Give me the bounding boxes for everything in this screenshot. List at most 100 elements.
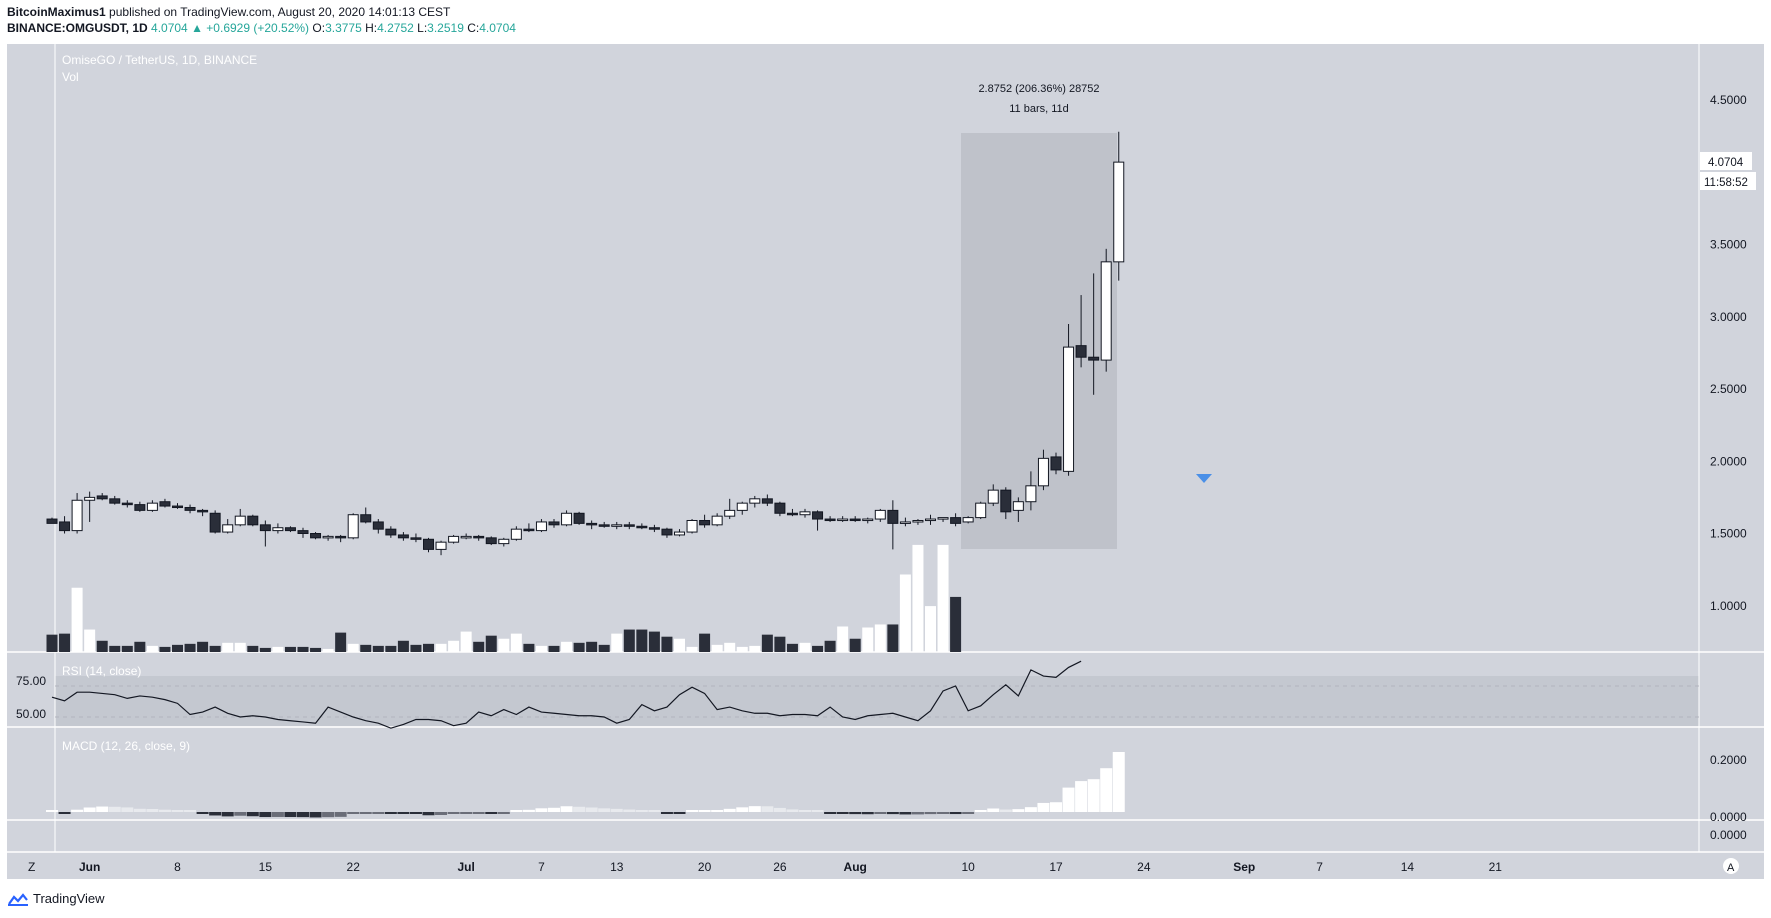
auto-scale-button[interactable]: A xyxy=(1727,862,1735,874)
close-label: C: xyxy=(467,21,480,35)
macd-bar xyxy=(171,810,184,812)
macd-bar xyxy=(522,809,535,812)
candle xyxy=(623,521,635,530)
time-axis: Jun 8 15 22 Jul 7 13 20 26 Aug 10 17 24 Sep 7 14 21 xyxy=(79,860,1502,874)
volume-bar xyxy=(925,606,936,652)
candle-body xyxy=(84,496,96,501)
candle xyxy=(674,529,685,537)
candle-body xyxy=(310,533,322,539)
volume-bar xyxy=(523,643,535,652)
zoom-reset-button[interactable]: Z xyxy=(28,860,35,874)
candle xyxy=(548,519,560,528)
macd-bar xyxy=(573,806,586,812)
macd-bar xyxy=(786,809,799,812)
candle-body xyxy=(1012,501,1024,511)
volume-bar xyxy=(146,645,158,652)
candle-body xyxy=(774,502,786,514)
candle xyxy=(1075,295,1087,368)
candle xyxy=(561,510,573,527)
candle xyxy=(849,516,861,522)
volume-bar xyxy=(535,645,547,652)
candle xyxy=(360,507,372,524)
candle-body xyxy=(799,511,811,516)
macd-bar xyxy=(711,810,724,812)
price-tick-label: 4.5000 xyxy=(1710,93,1747,107)
candle-body xyxy=(623,524,635,527)
volume-bar xyxy=(724,642,736,652)
candle xyxy=(197,508,209,517)
macd-bar xyxy=(686,810,699,812)
candle xyxy=(711,513,723,527)
volume-bar xyxy=(510,633,522,652)
high-value: 4.2752 xyxy=(377,21,414,35)
candle xyxy=(1025,471,1037,511)
volume-bar xyxy=(485,635,497,652)
volume-bar xyxy=(121,645,133,652)
candle xyxy=(937,517,949,522)
volume-bar xyxy=(950,596,962,652)
volume-bar xyxy=(786,643,798,652)
macd-bar xyxy=(949,812,962,815)
candle xyxy=(824,516,836,522)
volume-bar xyxy=(134,641,146,652)
candle xyxy=(1050,452,1062,475)
macd-bar xyxy=(384,812,397,814)
candle-body xyxy=(1075,345,1087,358)
volume-bar xyxy=(234,642,246,652)
candle-body xyxy=(284,527,296,532)
candle xyxy=(686,519,698,534)
candle-body xyxy=(548,521,560,526)
candle xyxy=(1088,273,1100,395)
candle xyxy=(912,519,924,525)
macd-bar xyxy=(911,812,924,815)
macd-bar xyxy=(1062,787,1075,812)
macd-bar xyxy=(924,812,937,815)
candle xyxy=(786,508,798,517)
candle-body xyxy=(1063,346,1075,472)
volume-bar xyxy=(259,647,271,652)
volume-bar xyxy=(159,646,171,652)
candle xyxy=(84,491,96,522)
candle xyxy=(322,534,334,541)
time-tick-label: 14 xyxy=(1401,860,1415,874)
macd-bar xyxy=(673,812,686,814)
candle-body xyxy=(1000,489,1012,513)
candle-body xyxy=(259,524,271,532)
auto-scale-button-bg[interactable] xyxy=(1723,858,1739,874)
volume-bar xyxy=(247,645,259,652)
macd-bar xyxy=(1100,768,1113,812)
countdown-tag-text: 11:58:52 xyxy=(1704,177,1748,189)
close-value: 4.0704 xyxy=(479,21,516,35)
candle-body xyxy=(347,514,359,539)
author-name[interactable]: BitcoinMaximus1 xyxy=(7,5,106,19)
candle xyxy=(247,514,259,527)
volume-bar xyxy=(335,632,347,652)
macd-bar xyxy=(861,812,874,815)
vol-label: Vol xyxy=(62,70,79,84)
candle xyxy=(121,500,133,508)
volume-bar xyxy=(674,638,685,652)
macd-bar xyxy=(1112,752,1125,812)
macd-tick-1: 0.0000 xyxy=(1710,810,1747,824)
volume-bar xyxy=(448,640,460,652)
candle-body xyxy=(498,538,510,545)
macd-bar xyxy=(359,812,372,814)
time-tick-label: 10 xyxy=(961,860,975,874)
candle xyxy=(699,514,711,528)
candle xyxy=(837,516,849,522)
low-label: L: xyxy=(417,21,428,35)
candle-body xyxy=(849,518,861,522)
main-pane[interactable] xyxy=(7,44,1699,652)
volume-bar xyxy=(410,644,422,652)
candle-body xyxy=(71,499,83,532)
tradingview-brand[interactable]: TradingView xyxy=(7,891,105,906)
volume-bar xyxy=(874,624,886,652)
candle-body xyxy=(636,525,648,529)
time-tick-label: 24 xyxy=(1137,860,1151,874)
macd-bar xyxy=(485,812,498,814)
candle-body xyxy=(360,514,372,523)
price-tick-label: 2.5000 xyxy=(1710,382,1747,396)
macd-bar xyxy=(46,810,58,812)
candle xyxy=(222,519,234,534)
